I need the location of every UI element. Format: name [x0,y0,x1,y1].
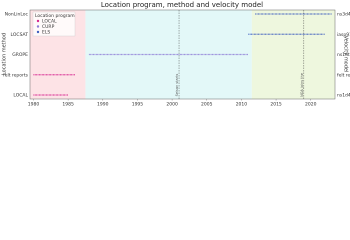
chart-title: Location program, method and velocity mo… [101,1,263,9]
legend-label: LOCAL [42,19,57,25]
legend-label: ELS [42,30,50,36]
x-tick-label: 2015 [270,102,282,108]
chart: Location program, method and velocity mo… [2,1,350,108]
annotation-text: NOA joins the [300,73,304,97]
plot-frame [29,9,336,100]
region [251,10,335,99]
y-tick-label: GROPE [12,52,28,58]
x-tick-label: 2005 [201,102,213,108]
x-tick-label: 2000 [166,102,178,108]
x-tick-label: 1980 [28,102,40,108]
y-tick-label: LOCAL [13,93,28,99]
y2-tick-label: ns1dt [337,52,350,58]
y2-axis-label: Velocity model [343,36,349,73]
y2-tick-label: felt reports [337,72,350,78]
x-tick-label: 2020 [305,102,317,108]
legend-title: Location program [35,13,75,19]
y2-tick-label: ns3d4 [337,12,350,18]
y2-tick-label: iasp91 [337,32,350,38]
legend-marker [36,30,40,34]
legend-box [32,11,76,37]
y-tick-label: NonLinLoc [5,12,29,18]
x-tick-label: 1990 [97,102,109,108]
legend-marker [36,25,40,28]
y-axis-label: Location method [2,33,8,75]
x-tick-label: 1995 [132,102,144,108]
legend-marker [36,19,40,23]
y2-tick-label: ns1d4 [337,93,350,99]
x-tick-label: 2010 [236,102,248,108]
x-tick-label: 1985 [62,102,74,108]
y-tick-label: felt reports [3,72,29,78]
y-tick-label: LOCSAT [11,32,29,38]
annotation-text: Seisan starts [175,74,179,97]
legend-label: CURP [42,24,55,30]
